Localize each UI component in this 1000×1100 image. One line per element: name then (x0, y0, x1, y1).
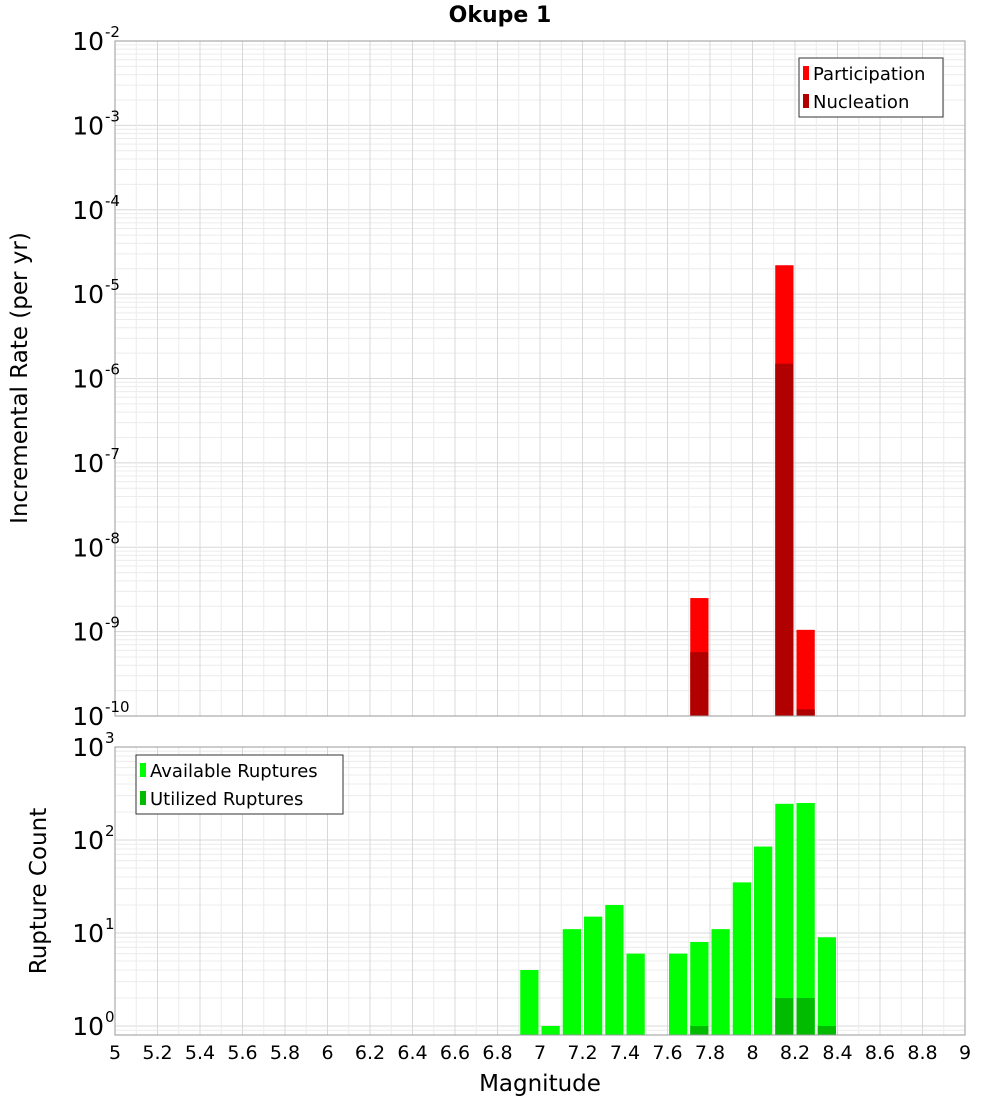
y-tick-exponent: 3 (105, 729, 115, 747)
y-tick-label: 10 (72, 618, 104, 647)
y-tick-label: 10 (72, 449, 104, 478)
y-tick-exponent: -10 (105, 698, 130, 716)
nucleation-bar (796, 709, 815, 716)
participation-legend-swatch (803, 66, 809, 80)
available-ruptures-bar (775, 803, 794, 1035)
nucleation-legend-swatch (803, 94, 809, 108)
participation-bar (796, 629, 815, 716)
x-tick-label: 8.6 (865, 1042, 895, 1064)
x-tick-label: 7.6 (652, 1042, 682, 1064)
y-tick-exponent: -6 (105, 361, 120, 379)
x-tick-label: 5.4 (185, 1042, 215, 1064)
y-tick-label: 10 (72, 196, 104, 225)
count-y-axis-label: Rupture Count (26, 808, 52, 974)
available-legend-label: Available Ruptures (150, 761, 318, 782)
x-tick-label: 5 (109, 1042, 121, 1064)
rate-y-axis-label: Incremental Rate (per yr) (7, 232, 33, 524)
available-ruptures-bar (562, 929, 581, 1035)
x-axis-label: Magnitude (479, 1071, 601, 1097)
available-ruptures-bar (669, 953, 688, 1035)
nucleation-bar (690, 652, 709, 716)
rate-panel: 10-210-310-410-510-610-710-810-910-10 In… (7, 23, 966, 731)
rate-y-tick-labels: 10-210-310-410-510-610-710-810-910-10 (72, 23, 129, 731)
count-legend-box (135, 754, 344, 815)
y-tick-label: 10 (72, 27, 104, 56)
count-bars (520, 802, 836, 1035)
x-tick-label: 8.4 (822, 1042, 852, 1064)
x-tick-label: 7.8 (695, 1042, 725, 1064)
rate-legend-box (798, 57, 944, 118)
x-tick-label: 6 (321, 1042, 333, 1064)
available-ruptures-bar (796, 802, 815, 1035)
available-ruptures-bar (711, 929, 730, 1035)
y-tick-exponent: -4 (105, 192, 120, 210)
rate-legend: Participation Nucleation (798, 57, 944, 118)
rate-gridlines (114, 41, 966, 717)
y-tick-exponent: 1 (105, 915, 115, 933)
rate-bars (690, 265, 815, 716)
y-tick-label: 10 (72, 365, 104, 394)
available-ruptures-bar (520, 969, 539, 1035)
utilized-legend-label: Utilized Ruptures (150, 789, 303, 810)
x-tick-labels: 5 5.2 5.4 5.6 5.8 6 6.2 6.4 6.6 6.8 7 7.2 7.4 7.6 7.8 8… (109, 1042, 971, 1064)
x-tick-label: 8.8 (907, 1042, 937, 1064)
y-tick-exponent: -8 (105, 529, 120, 547)
x-tick-label: 7 (534, 1042, 546, 1064)
utilized-legend-swatch (140, 791, 146, 805)
count-plot-frame (114, 746, 966, 1036)
available-ruptures-bar (541, 1025, 560, 1035)
nucleation-bar (775, 363, 794, 716)
available-ruptures-bar (605, 904, 624, 1035)
available-ruptures-bar (817, 937, 836, 1035)
y-tick-exponent: 2 (105, 822, 115, 840)
x-tick-label: 7.2 (567, 1042, 597, 1064)
x-tick-label: 5.2 (142, 1042, 172, 1064)
x-tick-label: 6.2 (355, 1042, 385, 1064)
y-tick-label: 10 (72, 826, 104, 855)
available-ruptures-bar (754, 846, 773, 1035)
x-tick-label: 9 (959, 1042, 971, 1064)
y-tick-label: 10 (72, 1012, 104, 1041)
nucleation-legend-label: Nucleation (813, 92, 909, 113)
available-legend-swatch (140, 763, 146, 777)
x-tick-label: 8 (746, 1042, 758, 1064)
utilized-ruptures-bar (775, 997, 794, 1035)
x-tick-label: 5.6 (227, 1042, 257, 1064)
y-tick-exponent: -2 (105, 23, 120, 41)
x-tick-label: 6.6 (440, 1042, 470, 1064)
chart-title: Okupe 1 (449, 3, 552, 28)
y-tick-exponent: -9 (105, 614, 120, 632)
available-ruptures-bar (690, 942, 709, 1035)
y-tick-label: 10 (72, 111, 104, 140)
available-ruptures-bar (626, 953, 645, 1035)
y-tick-exponent: -5 (105, 276, 120, 294)
available-ruptures-bar (732, 882, 751, 1035)
utilized-ruptures-bar (817, 1025, 836, 1035)
y-tick-label: 10 (72, 919, 104, 948)
y-tick-label: 10 (72, 733, 104, 762)
x-tick-label: 8.2 (780, 1042, 810, 1064)
y-tick-label: 10 (72, 702, 104, 731)
participation-legend-label: Participation (813, 64, 925, 85)
x-tick-label: 7.4 (610, 1042, 640, 1064)
y-tick-label: 10 (72, 280, 104, 309)
available-ruptures-bar (584, 916, 603, 1035)
y-tick-label: 10 (72, 533, 104, 562)
utilized-ruptures-bar (796, 997, 815, 1035)
x-tick-label: 6.4 (397, 1042, 427, 1064)
count-legend: Available Ruptures Utilized Ruptures (135, 754, 344, 815)
y-tick-exponent: -3 (105, 107, 120, 125)
y-tick-exponent: -7 (105, 445, 120, 463)
x-tick-label: 5.8 (270, 1042, 300, 1064)
x-tick-label: 6.8 (482, 1042, 512, 1064)
utilized-ruptures-bar (690, 1025, 709, 1035)
y-tick-exponent: 0 (105, 1008, 115, 1026)
rate-plot-frame (114, 40, 966, 717)
